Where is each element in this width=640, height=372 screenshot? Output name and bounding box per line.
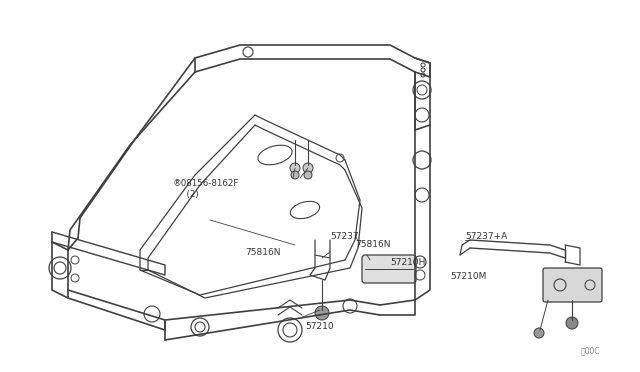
Text: 57210: 57210 [305, 322, 333, 331]
Text: 57237+A: 57237+A [465, 232, 508, 241]
Circle shape [534, 328, 544, 338]
Text: (2): (2) [181, 190, 198, 199]
Circle shape [291, 171, 299, 179]
Text: 75816N: 75816N [355, 240, 390, 249]
Circle shape [304, 171, 312, 179]
FancyBboxPatch shape [362, 255, 416, 283]
Text: ®08156-8162F: ®08156-8162F [173, 179, 239, 188]
Text: 75816N: 75816N [245, 248, 280, 257]
Text: 㕰00C: 㕰00C [580, 346, 600, 355]
Circle shape [315, 306, 329, 320]
Text: 57237: 57237 [330, 232, 358, 241]
Text: 57210M: 57210M [450, 272, 486, 281]
Text: 57210H: 57210H [390, 258, 426, 267]
FancyBboxPatch shape [543, 268, 602, 302]
Circle shape [290, 163, 300, 173]
Circle shape [303, 163, 313, 173]
Circle shape [566, 317, 578, 329]
